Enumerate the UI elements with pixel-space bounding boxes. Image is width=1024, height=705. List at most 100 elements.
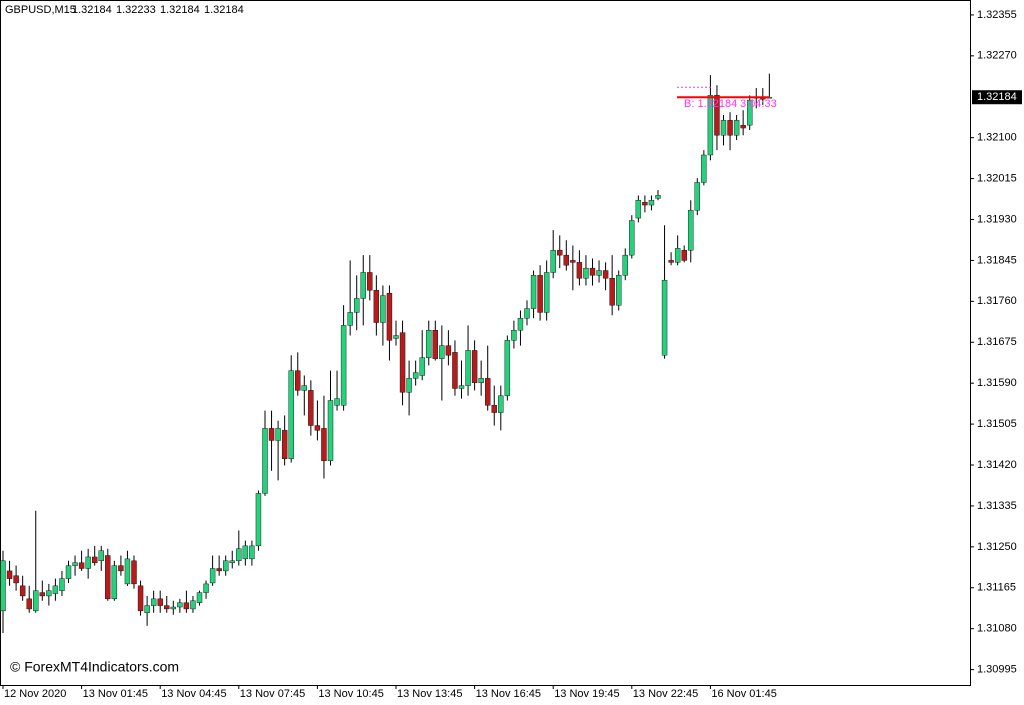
candle-body (367, 272, 373, 291)
header-value: 1.32184 (160, 4, 200, 16)
symbol-title: GBPUSD,M15 (5, 4, 76, 16)
candle-body (170, 606, 177, 610)
candle-body (557, 250, 563, 256)
candle-body (229, 560, 235, 563)
candle-body (183, 602, 190, 610)
candle-body (543, 272, 550, 313)
x-tick-label: 16 Nov 01:45 (711, 688, 776, 700)
header-value: 1.32184 (72, 4, 112, 16)
y-tick-label: 1.31845 (977, 254, 1017, 266)
candle-body (419, 357, 425, 376)
candle-body (714, 95, 720, 136)
candle-body (412, 372, 419, 379)
y-tick-label: 1.31930 (977, 213, 1017, 225)
x-tick-label: 13 Nov 16:45 (476, 688, 541, 700)
candle-body (537, 275, 543, 313)
candle-body (380, 295, 386, 323)
candle-body (98, 550, 104, 562)
candle-body (150, 598, 157, 606)
candle-body (485, 378, 491, 406)
y-tick-label: 1.31080 (977, 623, 1017, 635)
candle-body (19, 585, 26, 597)
candle-body (308, 390, 314, 426)
candle-body (406, 378, 412, 393)
candle-body (498, 395, 504, 413)
candle-body (491, 405, 497, 413)
candle-body (190, 600, 196, 610)
candle-body (105, 555, 111, 600)
y-tick-label: 1.31590 (977, 377, 1017, 389)
x-tick-label: 12 Nov 2020 (4, 688, 66, 700)
y-tick-label: 1.31335 (977, 500, 1017, 512)
x-tick-label: 13 Nov 04:45 (161, 688, 226, 700)
candle-body (0, 560, 6, 612)
candle-body (360, 272, 366, 299)
y-tick-label: 1.31760 (977, 295, 1017, 307)
candle-body (301, 385, 307, 391)
candle-body (471, 350, 478, 383)
y-tick-label: 1.31420 (977, 459, 1017, 471)
candle-body (6, 570, 13, 579)
candle-body (622, 254, 628, 276)
candle-body (589, 267, 596, 276)
candle-body (747, 99, 753, 126)
candle-body (203, 583, 209, 593)
candle-body (164, 605, 170, 610)
y-tick-label: 1.30995 (977, 664, 1017, 676)
x-tick-label: 13 Nov 13:45 (397, 688, 462, 700)
x-tick-label: 13 Nov 22:45 (633, 688, 698, 700)
candle-body (157, 598, 163, 606)
candle-body (281, 430, 288, 459)
candle-body (616, 275, 622, 306)
x-tick-label: 13 Nov 19:45 (554, 688, 619, 700)
candle-body (196, 592, 203, 603)
candle-body (635, 200, 642, 219)
candle-body (321, 428, 327, 461)
bid-price-box (972, 90, 1022, 105)
candle-body (642, 201, 648, 206)
candle-body (288, 370, 294, 459)
candle-body (576, 262, 583, 279)
candle-body (131, 560, 137, 585)
candle-body (478, 378, 484, 383)
bid-label: B: 1.32184 (684, 98, 737, 110)
x-tick-label: 13 Nov 10:45 (318, 688, 383, 700)
candle-body (727, 120, 733, 136)
candle-body (596, 270, 602, 276)
candle-body (661, 279, 668, 356)
candle-body (674, 248, 681, 263)
candle-body (59, 578, 65, 591)
candle-body (583, 267, 589, 279)
y-tick-label: 1.31250 (977, 541, 1017, 553)
candle-body (629, 220, 635, 256)
header-value: 1.32233 (116, 4, 156, 16)
candle-body (373, 290, 380, 323)
candle-body (85, 556, 91, 569)
candle-body (118, 565, 124, 572)
candle-body (550, 250, 556, 273)
candle-body (144, 605, 150, 613)
candle-body (295, 370, 301, 391)
candle-body (177, 602, 183, 608)
candle-body (72, 562, 78, 566)
watermark: © ForexMT4Indicators.com (10, 659, 179, 675)
candle-body (681, 250, 687, 261)
candle-body (236, 548, 242, 562)
candle-body (609, 278, 615, 306)
candle-body (733, 120, 740, 136)
candle-body (655, 195, 661, 199)
candle-body (720, 120, 727, 136)
candle-body (46, 590, 52, 597)
y-tick-label: 1.31675 (977, 336, 1017, 348)
candle-body (26, 598, 32, 610)
candle-body (399, 332, 406, 393)
candle-body (465, 350, 471, 386)
candle-body (504, 340, 511, 396)
y-tick-label: 1.32100 (977, 132, 1017, 144)
candle-body (530, 275, 537, 309)
candle-body (268, 428, 275, 441)
candle-body (78, 562, 85, 569)
bid-price: 1.32184 (977, 91, 1017, 103)
candle-body (124, 558, 131, 585)
candle-body (242, 545, 249, 560)
